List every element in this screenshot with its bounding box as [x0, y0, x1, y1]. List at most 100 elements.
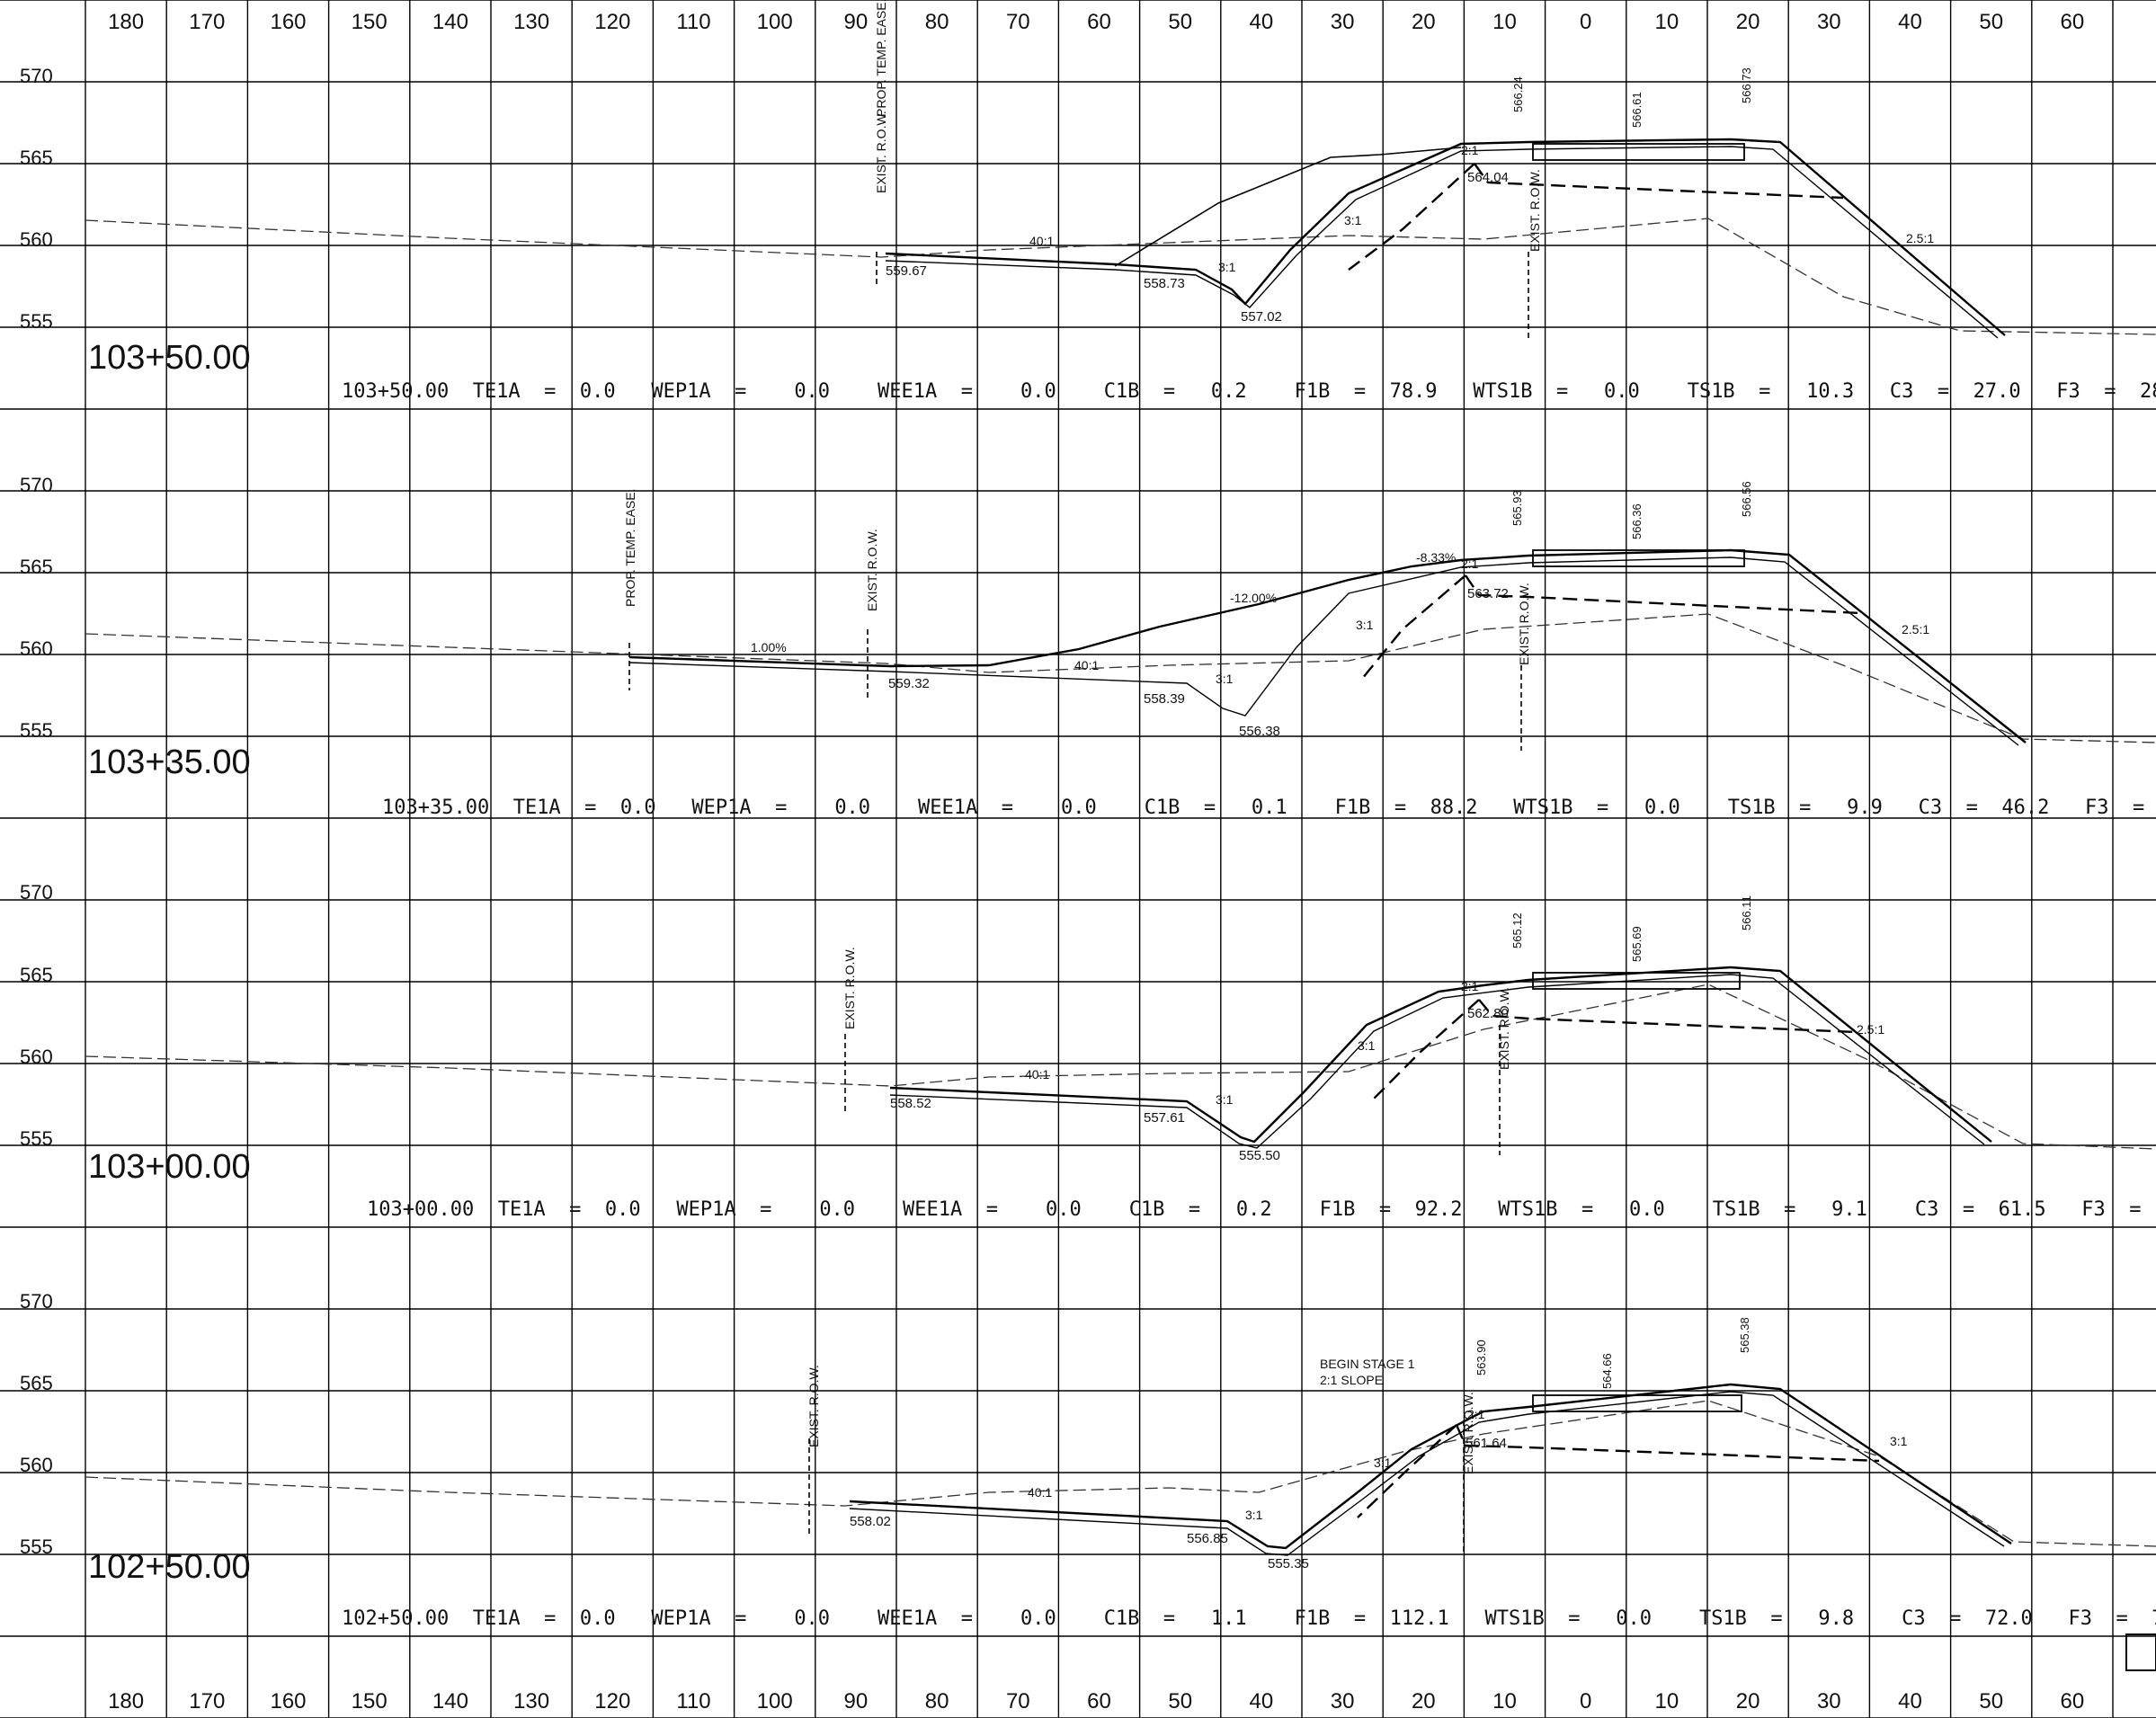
elev-label-565: 565	[20, 1372, 53, 1394]
offset-tick-label: 110	[676, 10, 710, 34]
existing-ground-line	[85, 218, 2156, 335]
offset-tick-label: 60	[1087, 1689, 1111, 1714]
offset-tick-label: 170	[189, 10, 225, 34]
offset-tick-label: 60	[2061, 10, 2085, 34]
row-label: EXIST. R.O.W.	[874, 111, 888, 193]
offset-tick-label: 90	[844, 1689, 869, 1714]
offset-tick-label: 120	[594, 1689, 630, 1714]
station-label: 103+35.00	[88, 743, 251, 781]
offset-tick-label: 40	[1250, 1689, 1274, 1714]
cross-section-103-50: 570 565 560 555 103+50.00 103+50.00 TE1A…	[20, 0, 2156, 403]
elev-label-560: 560	[20, 1454, 53, 1476]
top-elev-c: 566.56	[1740, 481, 1753, 517]
cross-section-103-00: 570 565 560 555 103+00.00 103+00.00 TE1A…	[20, 881, 2156, 1221]
offset-tick-label: 140	[432, 10, 468, 34]
pavement-slab	[1532, 972, 1741, 990]
elev-label-555: 555	[20, 1127, 53, 1150]
row-label-right: EXIST. R.O.W.	[1497, 987, 1511, 1070]
point-elev-low: 556.38	[1239, 724, 1280, 739]
earthwork-summary: 103+00.00 TE1A = 0.0 WEP1A = 0.0 WEE1A =…	[367, 1198, 2156, 1221]
stage-note-line1: BEGIN STAGE 1	[1320, 1357, 1415, 1371]
offset-tick-label: 20	[1412, 10, 1436, 34]
point-elev-mid: 558.39	[1144, 691, 1185, 707]
point-elev-mid: 556.85	[1187, 1531, 1228, 1546]
offset-tick-label: 180	[108, 10, 144, 34]
offset-tick-label: 140	[432, 1689, 468, 1714]
offset-tick-label: 40	[1898, 10, 1922, 34]
elev-label-565: 565	[20, 147, 53, 169]
offset-tick-label: 10	[1655, 1689, 1679, 1714]
top-elev-a: 566.24	[1511, 76, 1525, 112]
slope-label-top: 2:1	[1467, 1407, 1485, 1421]
station-label: 103+00.00	[88, 1148, 251, 1186]
temp-ease-label: PROP. TEMP. EASE.	[623, 488, 637, 607]
subbase-dashed	[1361, 574, 1862, 680]
point-elev-low: 557.02	[1241, 309, 1282, 325]
offset-tick-label: 20	[1736, 10, 1760, 34]
row-label-right: EXIST. R.O.W.	[1461, 1392, 1475, 1474]
elev-label-560: 560	[20, 228, 53, 251]
offset-tick-label: 70	[1006, 10, 1030, 34]
subgrade-line	[1114, 147, 1462, 267]
elev-label-570: 570	[20, 881, 53, 904]
point-elev-left: 559.67	[886, 263, 927, 279]
bottom-offset-axis: 180 170 160 150 140 130 120 110 100 90 80 70 60 50 40 3…	[108, 1689, 2084, 1714]
offset-tick-label: 70	[1006, 1689, 1030, 1714]
offset-tick-label: 30	[1817, 10, 1841, 34]
row-label: EXIST. R.O.W.	[865, 529, 879, 611]
offset-tick-label: 160	[270, 1689, 306, 1714]
elev-label-565: 565	[20, 556, 53, 578]
elev-label-570: 570	[20, 1290, 53, 1313]
proposed-grade-offset	[889, 974, 1985, 1149]
subbase-dashed	[1348, 163, 1844, 271]
elev-label-555: 555	[20, 719, 53, 742]
slope-label-ditch: 3:1	[1218, 260, 1236, 274]
offset-tick-label: 130	[513, 10, 549, 34]
offset-tick-label: 10	[1492, 10, 1517, 34]
offset-tick-label: 50	[1168, 1689, 1192, 1714]
elev-label-560: 560	[20, 1046, 53, 1068]
offset-tick-label: 180	[108, 1689, 144, 1714]
row-label: EXIST. R.O.W.	[806, 1365, 821, 1447]
offset-tick-label: 40	[1250, 10, 1274, 34]
proposed-grade-line	[849, 1383, 2012, 1550]
grade-label-mid: -12.00%	[1230, 591, 1277, 605]
corner-box	[2125, 1633, 2156, 1671]
offset-tick-label: 20	[1736, 1689, 1760, 1714]
slope-label-top: 2:1	[1461, 143, 1479, 157]
temp-ease-label: PROP. TEMP. EASE.	[874, 0, 888, 117]
slope-label-right: 2.5:1	[1902, 622, 1929, 636]
offset-tick-label: 60	[2061, 1689, 2085, 1714]
point-elev-mid: 558.73	[1144, 276, 1185, 291]
slope-label-flat: 40:1	[1025, 1067, 1049, 1082]
slope-label-top: 2:1	[1461, 556, 1479, 571]
offset-tick-label: 90	[844, 10, 869, 34]
slope-label-back: 3:1	[1358, 1038, 1376, 1053]
top-elev-a: 563.90	[1474, 1340, 1488, 1375]
pavement-slab	[1532, 1394, 1742, 1412]
offset-tick-label: 50	[1979, 1689, 2003, 1714]
slope-label-flat: 40:1	[1029, 234, 1054, 248]
slope-label-right: 2.5:1	[1857, 1022, 1884, 1037]
offset-tick-label: 160	[270, 10, 306, 34]
offset-tick-label: 60	[1087, 10, 1111, 34]
offset-tick-label: 30	[1331, 10, 1355, 34]
offset-tick-label: 40	[1898, 1689, 1922, 1714]
offset-tick-label: 150	[352, 1689, 388, 1714]
point-elev-left: 558.02	[850, 1514, 891, 1529]
elev-label-570: 570	[20, 65, 53, 87]
elev-label-560: 560	[20, 637, 53, 660]
proposed-grade-offset	[885, 146, 1999, 339]
subbase-dashed	[1357, 1424, 1880, 1518]
station-label: 103+50.00	[88, 339, 251, 377]
top-elev-b: 564.66	[1600, 1353, 1614, 1389]
top-offset-axis: 180 170 160 150 140 130 120 110 100 90 80 70 60 50 40 3…	[108, 10, 2084, 34]
slope-label-flat: 40:1	[1074, 658, 1099, 672]
slope-label-flat: 40:1	[1028, 1485, 1052, 1500]
subbase-dashed	[1370, 999, 1858, 1102]
offset-tick-label: 50	[1168, 10, 1192, 34]
station-label: 102+50.00	[88, 1548, 251, 1586]
earthwork-summary: 102+50.00 TE1A = 0.0 WEP1A = 0.0 WEE1A =…	[342, 1607, 2156, 1630]
